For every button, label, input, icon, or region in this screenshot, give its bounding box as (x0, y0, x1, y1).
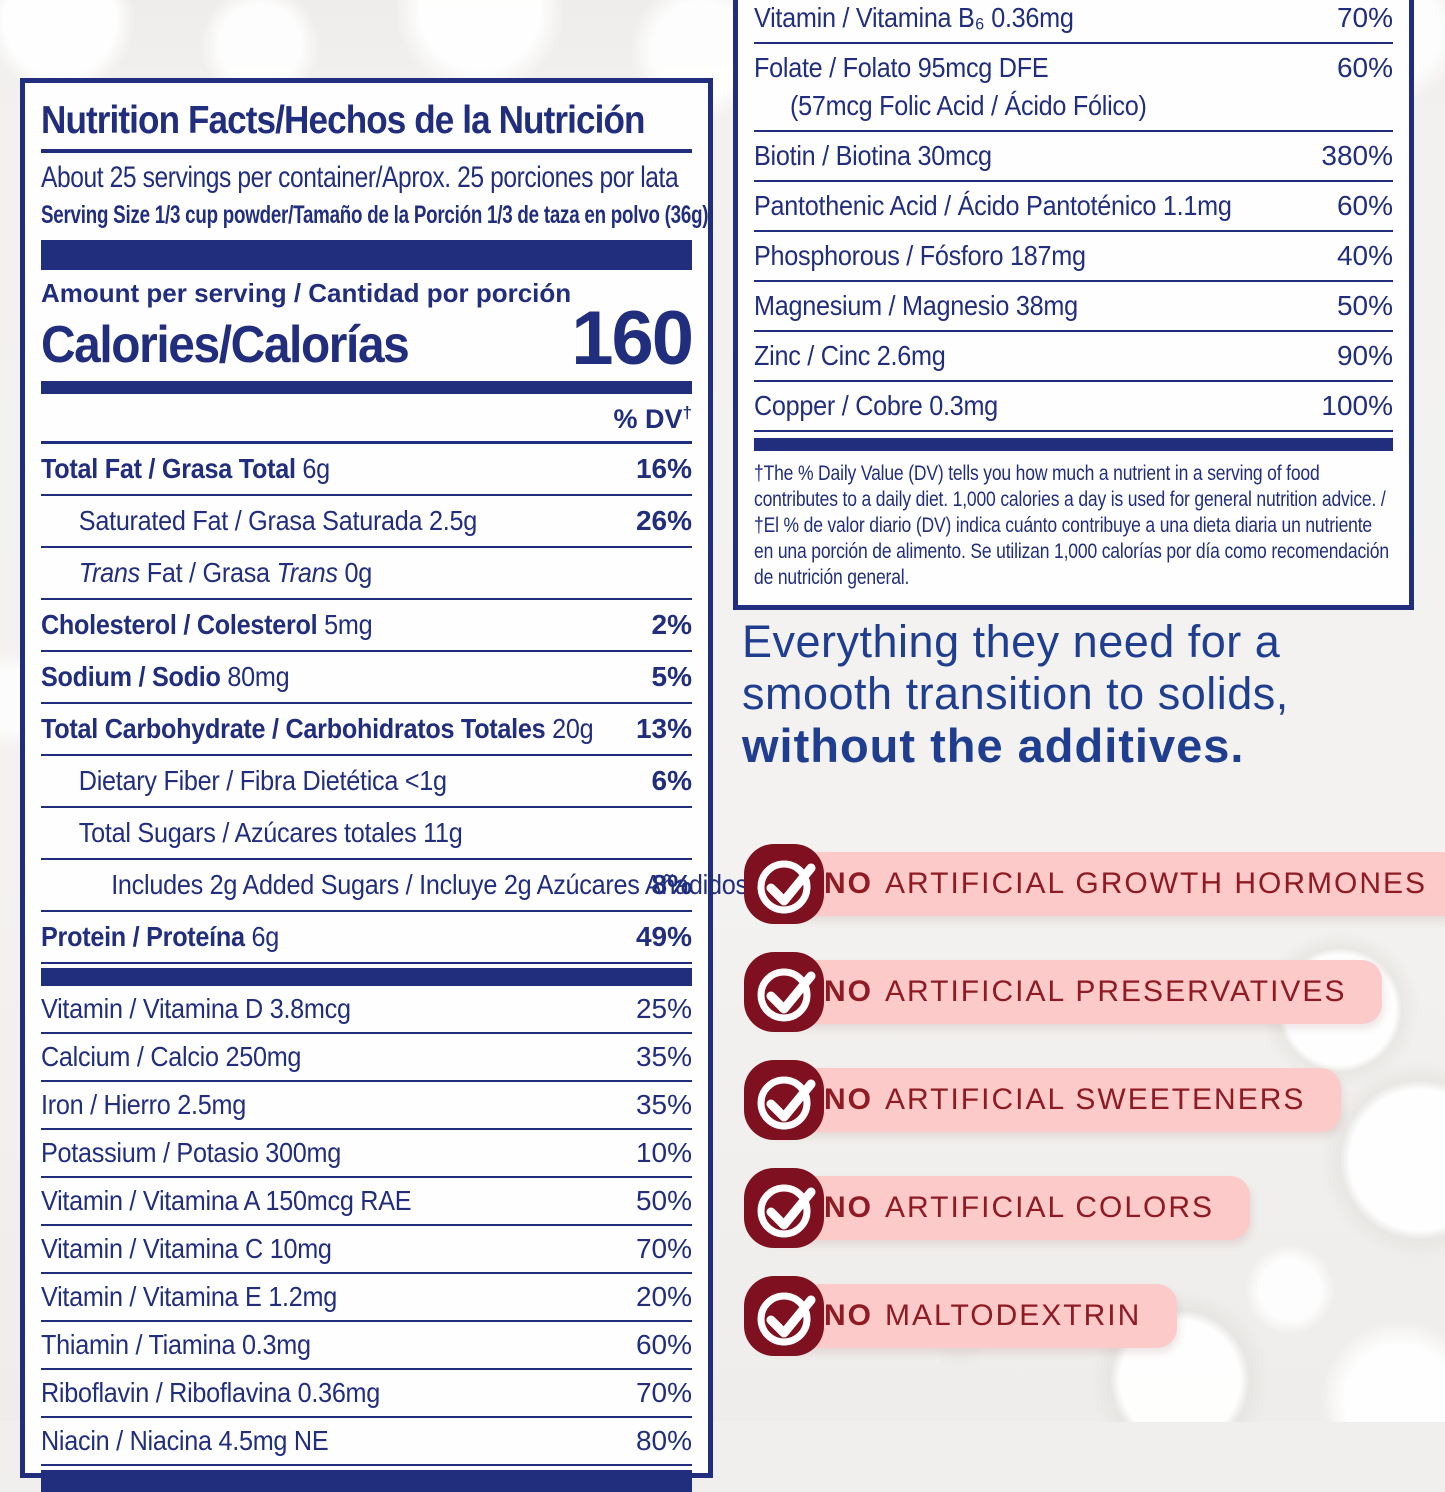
calories-label: Calories/Calorías (41, 316, 410, 375)
check-circle-icon (742, 1058, 826, 1142)
claim-badge: NO MALTODEXTRIN (744, 1276, 1178, 1356)
nutrient-row: Iron / Hierro 2.5mg 35% (41, 1082, 692, 1131)
claim-no-label: NO (824, 1299, 873, 1332)
nutrient-row: Potassium / Potasio 300mg 10% (41, 1130, 692, 1179)
claim-no-label: NO (824, 867, 873, 900)
marketing-line-1: Everything they need for a (742, 616, 1281, 667)
nutrient-row: Sodium / Sodio 80mg 5% (41, 652, 692, 705)
claim-badge-pill: NO ARTIFICIAL SWEETENERS (758, 1068, 1342, 1132)
nutrient-row: Total Carbohydrate / Carbohidratos Total… (41, 704, 692, 757)
nutrient-row: Vitamin / Vitamina C 10mg 70% (41, 1226, 692, 1275)
check-circle-icon (742, 1166, 826, 1250)
nutrient-row: Phosphorous / Fósforo 187mg 40% (754, 232, 1393, 282)
marketing-headline: Everything they need for a smooth transi… (742, 616, 1442, 772)
vitamin-rows-continued: Vitamin / Vitamina B₆ 0.36mg 70% Folate / … (754, 0, 1393, 432)
claim-text: ARTIFICIAL PRESERVATIVES (885, 975, 1347, 1008)
claim-text: ARTIFICIAL COLORS (885, 1191, 1215, 1224)
nutrient-row: Vitamin / Vitamina E 1.2mg 20% (41, 1274, 692, 1323)
nutrient-row: Saturated Fat / Grasa Saturada 2.5g 26% (41, 496, 692, 549)
claim-text: ARTIFICIAL SWEETENERS (885, 1083, 1306, 1116)
no-additive-badges: NO ARTIFICIAL GROWTH HORMONES NO ARTIFIC… (744, 844, 1445, 1392)
claim-badge: NO ARTIFICIAL SWEETENERS (744, 1060, 1342, 1140)
claim-badge: NO ARTIFICIAL PRESERVATIVES (744, 952, 1383, 1032)
claim-badge: NO ARTIFICIAL COLORS (744, 1168, 1251, 1248)
vitamin-rows: Vitamin / Vitamina D 3.8mcg 25% Calcium / … (41, 986, 692, 1467)
dagger-symbol: † (682, 403, 692, 423)
serving-size: Serving Size 1/3 cup powder/Tamaño de la… (41, 201, 709, 229)
claim-badge-pill: NO ARTIFICIAL COLORS (758, 1176, 1251, 1240)
nutrient-row: Vitamin / Vitamina D 3.8mcg 25% (41, 986, 692, 1035)
nutrient-row: Vitamin / Vitamina A 150mcg RAE 50% (41, 1178, 692, 1227)
nutrient-row: Total Sugars / Azúcares totales 11g (41, 808, 692, 861)
nutrient-row: Cholesterol / Colesterol 5mg 2% (41, 600, 692, 653)
section-bar (41, 968, 692, 987)
nutrient-rows: Total Fat / Grasa Total 6g 16% Saturated F… (41, 444, 748, 965)
nutrient-row: Niacin / Niacina 4.5mg NE 80% (41, 1418, 692, 1467)
nutrient-row: Pantothenic Acid / Ácido Pantoténico 1.1… (754, 182, 1393, 232)
nutrient-row: Riboflavin / Riboflavina 0.36mg 70% (41, 1370, 692, 1419)
nutrient-row: Protein / Proteína 6g 49% (41, 912, 692, 965)
daily-value-header: % DV† (41, 394, 692, 445)
nutrient-row: Dietary Fiber / Fibra Dietética <1g 6% (41, 756, 692, 809)
marketing-line-3: without the additives. (742, 719, 1245, 772)
nutrient-row: Includes 2g Added Sugars / Incluye 2g Az… (41, 860, 748, 913)
nutrient-row: Folate / Folato 95mcg DFE 60% (57mcg Folic… (754, 44, 1393, 132)
nutrient-row: Calcium / Calcio 250mg 35% (41, 1034, 692, 1083)
check-circle-icon (742, 950, 826, 1034)
nutrient-row: Zinc / Cinc 2.6mg 90% (754, 332, 1393, 382)
section-bar (41, 240, 692, 270)
claim-text: ARTIFICIAL GROWTH HORMONES (885, 867, 1428, 900)
claim-badge-pill: NO ARTIFICIAL PRESERVATIVES (758, 960, 1383, 1024)
nutrient-row: Total Fat / Grasa Total 6g 16% (41, 444, 692, 497)
nutrient-row: Thiamin / Tiamina 0.3mg 60% (41, 1322, 692, 1371)
amount-per-serving-label: Amount per serving / Cantidad por porció… (41, 278, 572, 308)
nutrient-row: Vitamin / Vitamina B₆ 0.36mg 70% (754, 0, 1393, 44)
check-circle-icon (742, 1274, 826, 1358)
claim-badge-pill: NO MALTODEXTRIN (758, 1284, 1178, 1348)
nutrient-row: Copper / Cobre 0.3mg 100% (754, 382, 1393, 432)
section-bar (41, 381, 692, 395)
claim-text: MALTODEXTRIN (885, 1299, 1142, 1332)
nutrition-facts-panel: Nutrition Facts/Hechos de la Nutrición A… (20, 78, 748, 1492)
calories-value: 160 (571, 296, 694, 381)
nutrition-facts-title: Nutrition Facts/Hechos de la Nutrición (41, 99, 645, 142)
claim-badge: NO ARTIFICIAL GROWTH HORMONES (744, 844, 1445, 924)
check-circle-icon (742, 842, 826, 926)
nutrient-row: Biotin / Biotina 30mcg 380% (754, 132, 1393, 182)
nutrient-row: Magnesium / Magnesio 38mg 50% (754, 282, 1393, 332)
claim-no-label: NO (824, 1083, 873, 1116)
daily-value-footnote: †The % Daily Value (DV) tells you how mu… (754, 462, 1389, 589)
marketing-line-2: smooth transition to solids, (742, 668, 1289, 719)
servings-per-container: About 25 servings per container/Aprox. 2… (41, 161, 679, 194)
nutrition-facts-panel-continued: Vitamin / Vitamina B₆ 0.36mg 70% Folate / … (733, 0, 1414, 610)
calories-row: Calories/Calorías 160 (41, 296, 694, 381)
claim-badge-pill: NO ARTIFICIAL GROWTH HORMONES (758, 852, 1445, 916)
nutrient-row: Trans Fat / Grasa Trans 0g (41, 548, 692, 601)
section-bar-bottom (41, 1470, 692, 1492)
title-divider (41, 149, 692, 153)
section-bar (754, 438, 1393, 451)
claim-no-label: NO (824, 975, 873, 1008)
claim-no-label: NO (824, 1191, 873, 1224)
